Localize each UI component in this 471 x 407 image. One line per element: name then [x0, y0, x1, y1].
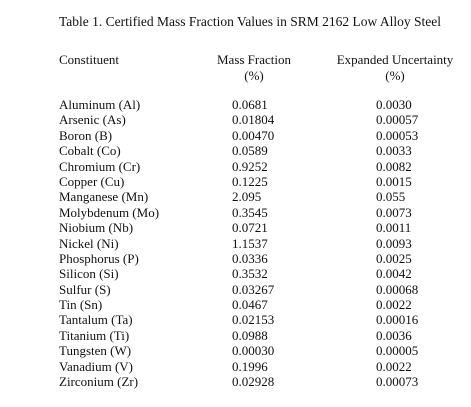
table-row: Vanadium (V) 0.1996 0.0022: [0, 359, 471, 374]
mass-fraction-cell: 0.01804: [232, 112, 275, 128]
mass-fraction-cell: 0.0681: [232, 97, 268, 112]
uncertainty-cell: 0.0030: [376, 97, 412, 112]
mass-fraction-cell: 0.0336: [232, 250, 268, 266]
constituent-cell: Phosphorus (P): [59, 250, 139, 266]
table-row: Tungsten (W) 0.00030 0.00005: [0, 343, 471, 358]
constituent-cell: Tantalum (Ta): [59, 312, 133, 328]
mass-fraction-cell: 2.095: [232, 189, 262, 205]
table-row: Arsenic (As) 0.01804 0.00057: [0, 112, 471, 127]
uncertainty-cell: 0.0036: [376, 327, 412, 343]
uncertainty-cell: 0.0073: [376, 204, 412, 220]
mass-fraction-cell: 0.9252: [232, 158, 268, 174]
mass-fraction-cell: 0.0467: [232, 297, 268, 313]
table-row: Titanium (Ti) 0.0988 0.0036: [0, 328, 471, 343]
table-row: Boron (B) 0.00470 0.00053: [0, 128, 471, 143]
table-caption: Table 1. Certified Mass Fraction Values …: [59, 14, 442, 29]
constituent-cell: Titanium (Ti): [59, 327, 130, 343]
column-header-uncertainty-label: Expanded Uncertainty: [336, 52, 454, 67]
constituent-cell: Copper (Cu): [59, 173, 125, 189]
uncertainty-cell: 0.0022: [376, 297, 412, 313]
column-header-constituent-label: Constituent: [59, 52, 119, 67]
table-row: Sulfur (S) 0.03267 0.00068: [0, 282, 471, 297]
uncertainty-cell: 0.00073: [376, 374, 419, 390]
table-row: Zirconium (Zr) 0.02928 0.00073: [0, 374, 471, 389]
uncertainty-cell: 0.0022: [376, 358, 412, 374]
constituent-cell: Boron (B): [59, 127, 113, 143]
uncertainty-cell: 0.00016: [376, 312, 419, 328]
table-row: Tin (Sn) 0.0467 0.0022: [0, 297, 471, 312]
uncertainty-cell: 0.00053: [376, 127, 419, 143]
uncertainty-cell: 0.0025: [376, 250, 412, 266]
uncertainty-cell: 0.00005: [376, 343, 419, 359]
uncertainty-cell: 0.0011: [376, 220, 412, 236]
mass-fraction-cell: 0.1225: [232, 173, 268, 189]
constituent-cell: Tin (Sn): [59, 297, 103, 313]
constituent-cell: Arsenic (As): [59, 112, 126, 128]
table-row: Phosphorus (P) 0.0336 0.0025: [0, 251, 471, 266]
constituent-cell: Tungsten (W): [59, 343, 132, 359]
column-header-expanded-uncertainty: Expanded Uncertainty (%): [336, 52, 454, 84]
column-header-mass-fraction: Mass Fraction (%): [200, 52, 308, 84]
uncertainty-cell: 0.0033: [376, 143, 412, 159]
constituent-cell: Molybdenum (Mo): [59, 204, 160, 220]
mass-fraction-cell: 0.0988: [232, 327, 268, 343]
mass-fraction-cell: 0.3545: [232, 204, 268, 220]
constituent-cell: Sulfur (S): [59, 281, 111, 297]
uncertainty-cell: 0.00068: [376, 281, 419, 297]
constituent-cell: Cobalt (Co): [59, 143, 121, 159]
mass-fraction-cell: 0.3532: [232, 266, 268, 282]
table-row: Nickel (Ni) 1.1537 0.0093: [0, 236, 471, 251]
constituent-cell: Vanadium (V): [59, 358, 134, 374]
table-row: Aluminum (Al) 0.0681 0.0030: [0, 97, 471, 112]
table-row: Silicon (Si) 0.3532 0.0042: [0, 266, 471, 281]
mass-fraction-cell: 0.0589: [232, 143, 268, 159]
mass-fraction-cell: 1.1537: [232, 235, 268, 251]
uncertainty-cell: 0.00057: [376, 112, 419, 128]
table-body: Aluminum (Al) 0.0681 0.0030 Arsenic (As)…: [0, 97, 471, 389]
table-row: Cobalt (Co) 0.0589 0.0033: [0, 143, 471, 158]
constituent-cell: Niobium (Nb): [59, 220, 134, 236]
constituent-cell: Chromium (Cr): [59, 158, 141, 174]
column-header-uncertainty-unit: (%): [385, 68, 405, 83]
mass-fraction-cell: 0.0721: [232, 220, 268, 236]
constituent-cell: Aluminum (Al): [59, 97, 141, 112]
column-header-mass-fraction-unit: (%): [244, 68, 264, 83]
constituent-cell: Manganese (Mn): [59, 189, 149, 205]
uncertainty-cell: 0.0015: [376, 173, 412, 189]
table-row: Tantalum (Ta) 0.02153 0.00016: [0, 312, 471, 327]
uncertainty-cell: 0.0082: [376, 158, 412, 174]
uncertainty-cell: 0.055: [376, 189, 406, 205]
mass-fraction-cell: 0.02153: [232, 312, 275, 328]
mass-fraction-cell: 0.00030: [232, 343, 275, 359]
mass-fraction-cell: 0.03267: [232, 281, 275, 297]
constituent-cell: Zirconium (Zr): [59, 374, 139, 390]
constituent-cell: Nickel (Ni): [59, 235, 119, 251]
uncertainty-cell: 0.0093: [376, 235, 412, 251]
uncertainty-cell: 0.0042: [376, 266, 412, 282]
table-row: Molybdenum (Mo) 0.3545 0.0073: [0, 205, 471, 220]
column-header-constituent: Constituent: [59, 52, 119, 68]
table-row: Niobium (Nb) 0.0721 0.0011: [0, 220, 471, 235]
constituent-cell: Silicon (Si): [59, 266, 119, 282]
table-row: Chromium (Cr) 0.9252 0.0082: [0, 159, 471, 174]
table-row: Manganese (Mn) 2.095 0.055: [0, 189, 471, 204]
table-row: Copper (Cu) 0.1225 0.0015: [0, 174, 471, 189]
column-header-mass-fraction-label: Mass Fraction: [216, 52, 292, 67]
mass-fraction-cell: 0.00470: [232, 127, 275, 143]
mass-fraction-cell: 0.02928: [232, 374, 275, 390]
mass-fraction-cell: 0.1996: [232, 358, 268, 374]
